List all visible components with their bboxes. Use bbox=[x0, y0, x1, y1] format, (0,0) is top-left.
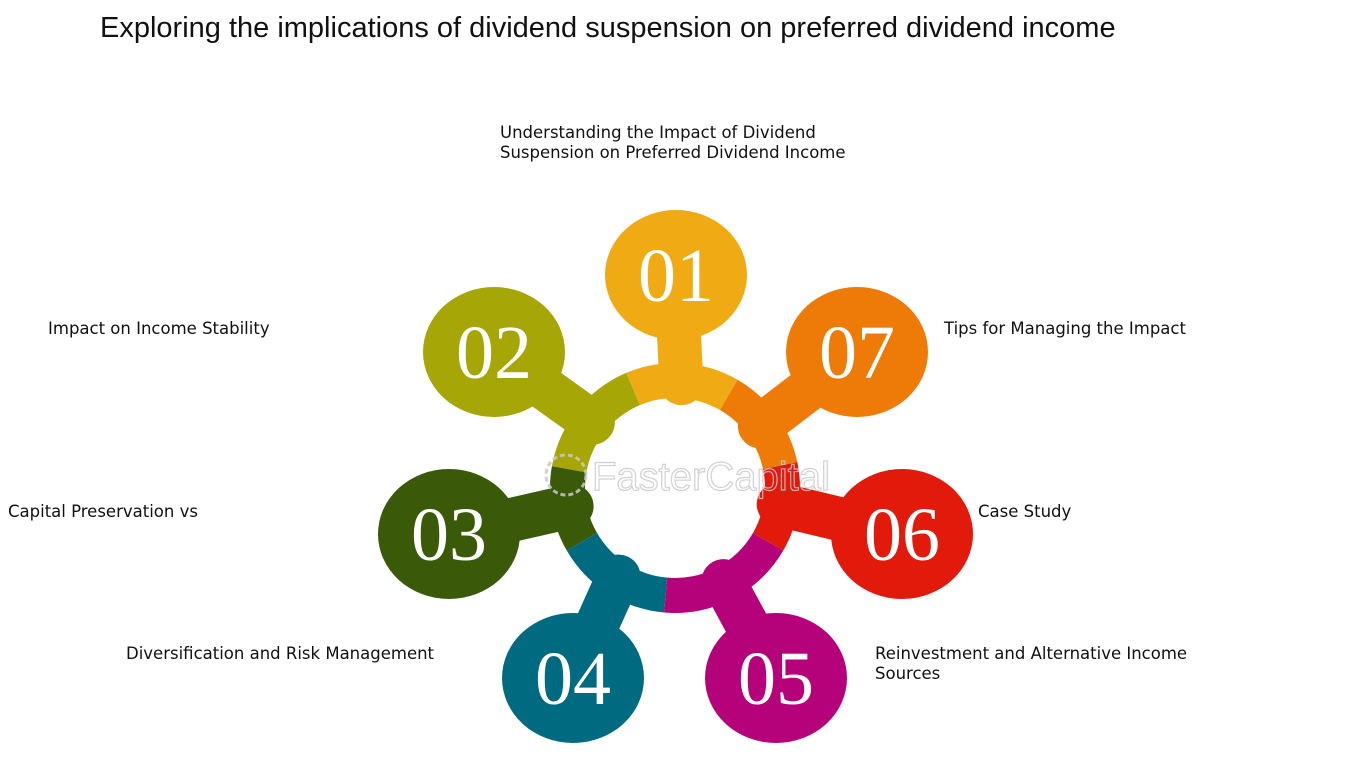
petal-06: 06 bbox=[831, 469, 973, 599]
step-label-06: Case Study bbox=[978, 502, 1072, 521]
petal-05: 05 bbox=[705, 613, 847, 743]
petal-number-03: 03 bbox=[411, 493, 487, 577]
petal-circle-01 bbox=[605, 210, 747, 340]
petal-02: 02 bbox=[423, 287, 565, 417]
step-label-05: Reinvestment and Alternative Income Sour… bbox=[875, 644, 1188, 683]
step-label-03: Capital Preservation vs bbox=[8, 502, 198, 521]
step-label-02: Impact on Income Stability bbox=[48, 319, 270, 338]
petal-circle-05 bbox=[705, 613, 847, 743]
petal-03: 03 bbox=[378, 469, 520, 599]
petal-circle-03 bbox=[378, 469, 520, 599]
petal-04: 04 bbox=[502, 613, 644, 743]
petal-circle-04 bbox=[502, 613, 644, 743]
watermark-logo-icon bbox=[544, 453, 588, 497]
petal-number-04: 04 bbox=[535, 637, 611, 721]
petal-01: 01 bbox=[605, 210, 747, 340]
petals: 01 02 03 04 05 06 07 bbox=[378, 210, 973, 743]
petal-07: 07 bbox=[786, 287, 928, 417]
center-hub bbox=[592, 405, 758, 571]
watermark-text: FasterCapital bbox=[592, 455, 830, 499]
petal-number-01: 01 bbox=[638, 234, 714, 318]
petal-number-05: 05 bbox=[738, 637, 814, 721]
step-label-04: Diversification and Risk Management bbox=[126, 644, 435, 663]
petal-circle-02 bbox=[423, 287, 565, 417]
page-title: Exploring the implications of dividend s… bbox=[100, 12, 1116, 44]
petal-number-07: 07 bbox=[819, 311, 895, 395]
petal-circle-07 bbox=[786, 287, 928, 417]
petal-number-06: 06 bbox=[864, 493, 940, 577]
watermark: FasterCapital bbox=[544, 453, 830, 500]
step-label-01: Understanding the Impact of Dividend Sus… bbox=[500, 123, 846, 162]
step-label-07: Tips for Managing the Impact bbox=[944, 319, 1186, 338]
petal-number-02: 02 bbox=[456, 311, 532, 395]
petal-circle-06 bbox=[831, 469, 973, 599]
